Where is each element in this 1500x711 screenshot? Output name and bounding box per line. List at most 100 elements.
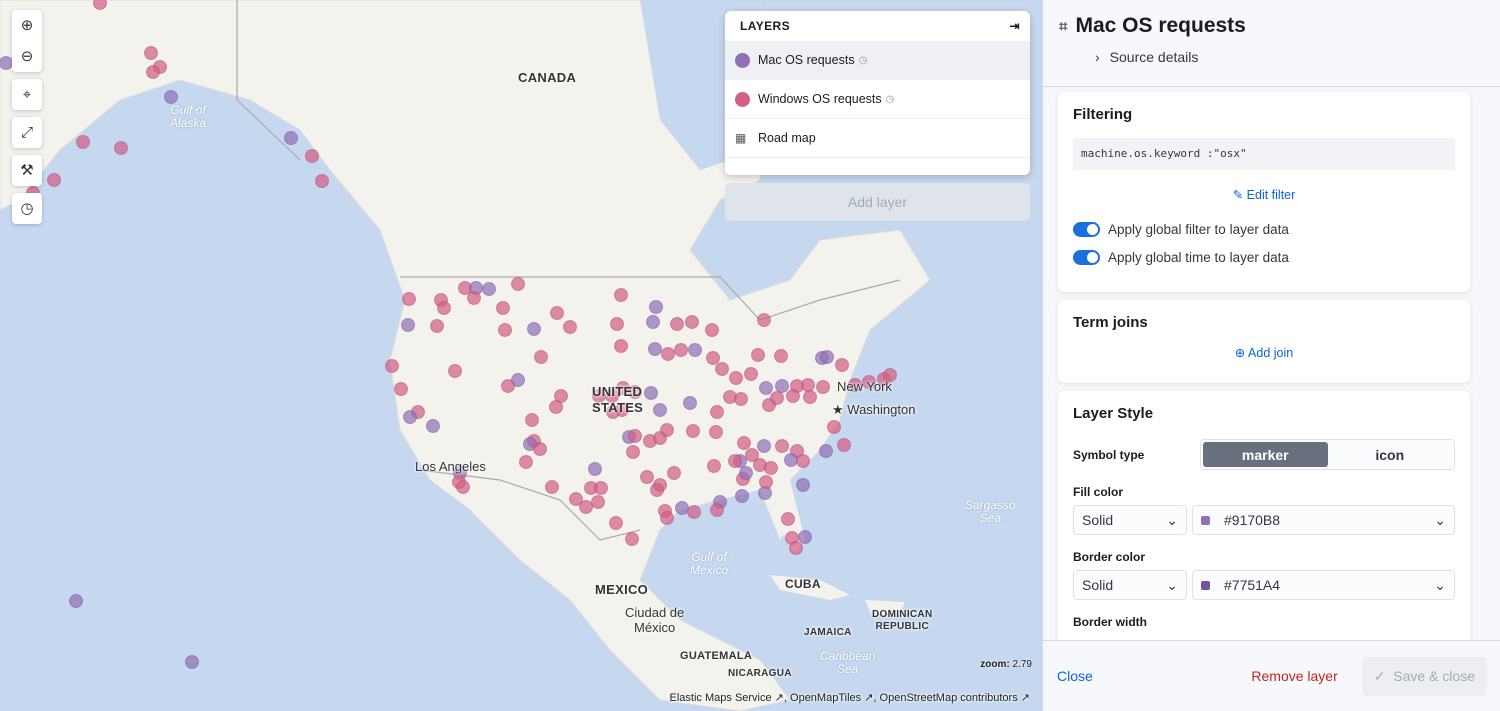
global-time-toggle[interactable] <box>1073 249 1100 265</box>
windows-os-request-marker[interactable] <box>394 382 408 396</box>
mac-os-request-marker[interactable] <box>401 318 415 332</box>
mac-os-request-marker[interactable] <box>426 419 440 433</box>
windows-os-request-marker[interactable] <box>402 292 416 306</box>
close-button[interactable]: Close <box>1057 668 1093 684</box>
mac-os-request-marker[interactable] <box>796 478 810 492</box>
windows-os-request-marker[interactable] <box>744 367 758 381</box>
windows-os-request-marker[interactable] <box>781 512 795 526</box>
windows-os-request-marker[interactable] <box>610 317 624 331</box>
windows-os-request-marker[interactable] <box>626 445 640 459</box>
windows-os-request-marker[interactable] <box>501 379 515 393</box>
windows-os-request-marker[interactable] <box>533 442 547 456</box>
mac-os-request-marker[interactable] <box>675 501 689 515</box>
windows-os-request-marker[interactable] <box>796 454 810 468</box>
windows-os-request-marker[interactable] <box>757 313 771 327</box>
windows-os-request-marker[interactable] <box>545 480 559 494</box>
collapse-panel-icon[interactable]: ⇥ <box>1009 19 1020 33</box>
windows-os-request-marker[interactable] <box>775 439 789 453</box>
windows-os-request-marker[interactable] <box>146 65 160 79</box>
mac-os-request-marker[interactable] <box>69 594 83 608</box>
mac-os-request-marker[interactable] <box>775 379 789 393</box>
attribution-ems-link[interactable]: Elastic Maps Service <box>669 692 772 704</box>
layer-item-mac-os[interactable]: Mac OS requests ◷ <box>725 41 1030 80</box>
mac-os-request-marker[interactable] <box>644 386 658 400</box>
windows-os-request-marker[interactable] <box>686 424 700 438</box>
fill-color-picker[interactable]: #9170B8 ⌄ <box>1192 505 1455 535</box>
mac-os-request-marker[interactable] <box>798 530 812 544</box>
windows-os-request-marker[interactable] <box>579 500 593 514</box>
windows-os-request-marker[interactable] <box>764 461 778 475</box>
windows-os-request-marker[interactable] <box>661 347 675 361</box>
windows-os-request-marker[interactable] <box>614 288 628 302</box>
set-view-button[interactable]: ⌖ <box>12 79 42 110</box>
windows-os-request-marker[interactable] <box>437 301 451 315</box>
windows-os-request-marker[interactable] <box>883 368 897 382</box>
windows-os-request-marker[interactable] <box>848 378 862 392</box>
windows-os-request-marker[interactable] <box>591 495 605 509</box>
windows-os-request-marker[interactable] <box>605 389 619 403</box>
windows-os-request-marker[interactable] <box>625 532 639 546</box>
icon-option[interactable]: icon <box>1375 446 1405 463</box>
border-color-picker[interactable]: #7751A4 ⌄ <box>1192 570 1455 600</box>
mac-os-request-marker[interactable] <box>527 322 541 336</box>
windows-os-request-marker[interactable] <box>705 323 719 337</box>
mac-os-request-marker[interactable] <box>482 282 496 296</box>
windows-os-request-marker[interactable] <box>770 391 784 405</box>
windows-os-request-marker[interactable] <box>448 364 462 378</box>
windows-os-request-marker[interactable] <box>650 483 664 497</box>
windows-os-request-marker[interactable] <box>745 448 759 462</box>
windows-os-request-marker[interactable] <box>729 371 743 385</box>
timeslider-button[interactable]: ◷ <box>12 193 42 224</box>
windows-os-request-marker[interactable] <box>144 46 158 60</box>
windows-os-request-marker[interactable] <box>670 317 684 331</box>
windows-os-request-marker[interactable] <box>687 505 701 519</box>
windows-os-request-marker[interactable] <box>606 405 620 419</box>
windows-os-request-marker[interactable] <box>628 385 642 399</box>
add-layer-button[interactable]: Add layer <box>725 183 1030 221</box>
mac-os-request-marker[interactable] <box>683 396 697 410</box>
source-details-toggle[interactable]: › Source details <box>1095 49 1199 65</box>
windows-os-request-marker[interactable] <box>707 459 721 473</box>
windows-os-request-marker[interactable] <box>803 390 817 404</box>
windows-os-request-marker[interactable] <box>498 323 512 337</box>
mac-os-request-marker[interactable] <box>819 444 833 458</box>
layer-item-windows-os[interactable]: Windows OS requests ◷ <box>725 80 1030 119</box>
windows-os-request-marker[interactable] <box>737 436 751 450</box>
windows-os-request-marker[interactable] <box>710 503 724 517</box>
mac-os-request-marker[interactable] <box>757 439 771 453</box>
mac-os-request-marker[interactable] <box>688 343 702 357</box>
windows-os-request-marker[interactable] <box>667 466 681 480</box>
windows-os-request-marker[interactable] <box>609 516 623 530</box>
windows-os-request-marker[interactable] <box>786 389 800 403</box>
windows-os-request-marker[interactable] <box>614 339 628 353</box>
mac-os-request-marker[interactable] <box>185 655 199 669</box>
mac-os-request-marker[interactable] <box>284 131 298 145</box>
tools-button[interactable]: ⚒ <box>12 155 42 186</box>
windows-os-request-marker[interactable] <box>774 349 788 363</box>
mac-os-request-marker[interactable] <box>735 489 749 503</box>
mac-os-request-marker[interactable] <box>588 462 602 476</box>
windows-os-request-marker[interactable] <box>862 375 876 389</box>
border-mode-select[interactable]: Solid ⌄ <box>1073 570 1187 600</box>
windows-os-request-marker[interactable] <box>801 378 815 392</box>
windows-os-request-marker[interactable] <box>519 455 533 469</box>
windows-os-request-marker[interactable] <box>751 348 765 362</box>
windows-os-request-marker[interactable] <box>640 470 654 484</box>
windows-os-request-marker[interactable] <box>827 420 841 434</box>
windows-os-request-marker[interactable] <box>715 362 729 376</box>
mac-os-request-marker[interactable] <box>0 56 13 70</box>
windows-os-request-marker[interactable] <box>511 277 525 291</box>
mac-os-request-marker[interactable] <box>784 453 798 467</box>
windows-os-request-marker[interactable] <box>496 301 510 315</box>
windows-os-request-marker[interactable] <box>789 541 803 555</box>
windows-os-request-marker[interactable] <box>706 351 720 365</box>
fill-mode-select[interactable]: Solid ⌄ <box>1073 505 1187 535</box>
windows-os-request-marker[interactable] <box>569 492 583 506</box>
save-close-button[interactable]: ✓ Save & close <box>1361 656 1487 696</box>
windows-os-request-marker[interactable] <box>628 429 642 443</box>
windows-os-request-marker[interactable] <box>709 425 723 439</box>
mac-os-request-marker[interactable] <box>653 403 667 417</box>
windows-os-request-marker[interactable] <box>594 481 608 495</box>
windows-os-request-marker[interactable] <box>456 480 470 494</box>
zoom-in-button[interactable]: ⊕ <box>12 10 42 41</box>
